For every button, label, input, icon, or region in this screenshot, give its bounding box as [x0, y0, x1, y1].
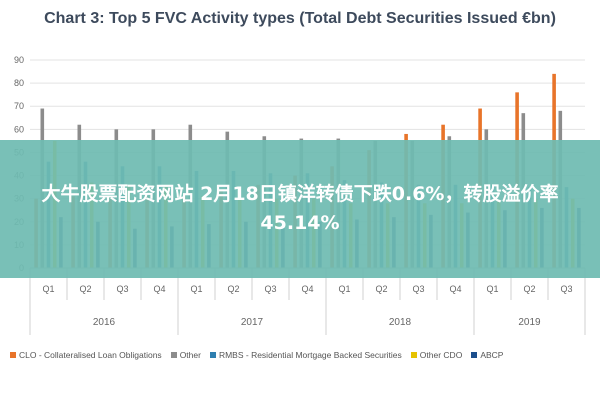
y-tick-label: 90 [14, 55, 24, 65]
x-tick-label: Q1 [486, 284, 498, 294]
x-tick-label: Q3 [412, 284, 424, 294]
x-group-label: 2016 [93, 317, 116, 328]
legend-item: Other [170, 350, 201, 360]
x-tick-label: Q4 [301, 284, 313, 294]
legend-swatch [410, 352, 417, 358]
legend-label: ABCP [480, 350, 504, 360]
x-group-label: 2017 [241, 317, 264, 328]
headline-banner: 大牛股票配资网站 2月18日镇洋转债下跌0.6%，转股溢价率45.14% [0, 140, 600, 278]
x-tick-label: Q2 [375, 284, 387, 294]
x-tick-label: Q3 [264, 284, 276, 294]
chart-title: Chart 3: Top 5 FVC Activity types (Total… [44, 10, 556, 27]
headline-text: 大牛股票配资网站 2月18日镇洋转债下跌0.6%，转股溢价率45.14% [41, 183, 559, 234]
legend-item: ABCP [471, 350, 503, 360]
legend-item: Other CDO [410, 350, 463, 360]
legend-label: Other [179, 350, 201, 360]
x-tick-label: Q2 [523, 284, 535, 294]
x-tick-label: Q3 [116, 284, 128, 294]
legend-swatch [170, 352, 177, 358]
x-tick-label: Q1 [338, 284, 350, 294]
legend-item: CLO - Collateralised Loan Obligations [10, 350, 162, 360]
y-tick-label: 70 [14, 101, 24, 111]
x-tick-label: Q2 [79, 284, 91, 294]
legend-item: RMBS - Residential Mortgage Backed Secur… [209, 350, 402, 360]
x-tick-label: Q1 [190, 284, 202, 294]
x-group-label: 2019 [518, 317, 541, 328]
legend-label: Other CDO [419, 350, 463, 360]
legend-label: CLO - Collateralised Loan Obligations [19, 350, 162, 360]
y-tick-label: 80 [14, 78, 24, 88]
legend-swatch [10, 352, 16, 358]
legend-swatch [209, 352, 216, 358]
x-tick-label: Q2 [227, 284, 239, 294]
legend-label: RMBS - Residential Mortgage Backed Secur… [218, 350, 402, 360]
x-tick-label: Q1 [42, 284, 54, 294]
legend-swatch [471, 352, 478, 358]
x-tick-label: Q4 [449, 284, 461, 294]
x-tick-label: Q4 [153, 284, 165, 294]
x-tick-label: Q3 [560, 284, 572, 294]
x-group-label: 2018 [389, 317, 412, 328]
chart-legend: CLO - Collateralised Loan Obligations Oth… [10, 350, 590, 360]
y-tick-label: 60 [14, 124, 24, 134]
